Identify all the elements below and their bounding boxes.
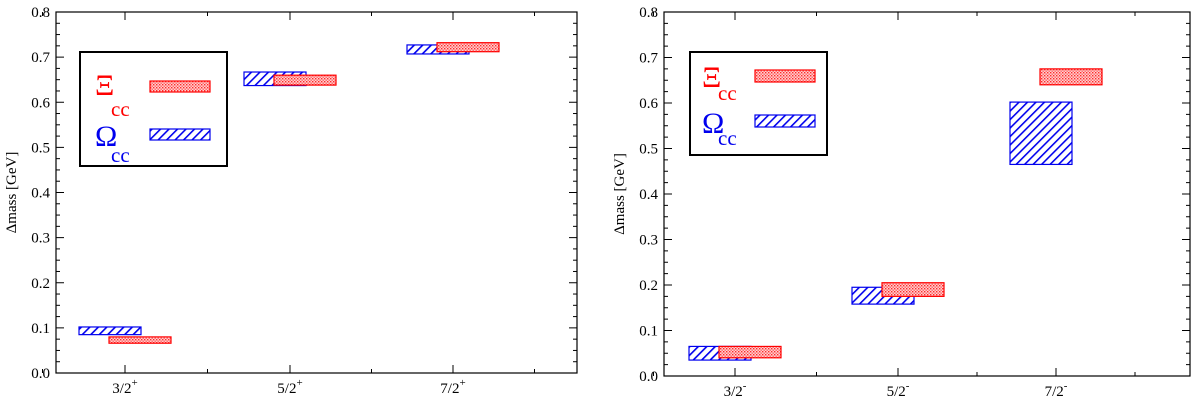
x-tick-label: 5/2-	[887, 380, 910, 400]
legend-swatch-xi	[149, 80, 211, 93]
y-tick-label: 0.0	[639, 369, 658, 385]
legend-subscript-xi: cc	[718, 81, 737, 105]
y-axis-title: Δmass [GeV]	[612, 153, 628, 235]
legend-subscript-omega: cc	[111, 143, 130, 167]
legend-symbol-omega: Ω	[95, 120, 117, 153]
y-tick-label: 0.1	[31, 321, 50, 337]
x-tick-label: 7/2+	[440, 377, 465, 397]
right-panel: 0.0 0.1 0.2 0.3 0.4 0.5 0.6 0.7 0.8 Δmass [GeV] 3/…	[612, 5, 1191, 400]
legend-symbol-omega: Ω	[702, 107, 724, 140]
legend-swatch-omega	[149, 128, 211, 141]
y-tick-label: 0.4	[639, 187, 658, 203]
y-tick-label: 0.5	[639, 142, 658, 158]
xi-cc-box	[718, 345, 782, 359]
legend-subscript-xi: cc	[111, 97, 130, 121]
legend-swatch-xi	[754, 69, 816, 83]
y-tick-label: 0.6	[31, 95, 50, 111]
y-tick-label: 0.2	[639, 278, 658, 294]
xi-cc-box	[436, 42, 500, 53]
y-tick-label: 0.6	[639, 96, 658, 112]
legend-box	[689, 51, 828, 156]
y-tick-label: 0.8	[31, 5, 50, 21]
legend-symbol-xi: Ξ	[95, 69, 114, 102]
y-tick-label: 0.8	[639, 5, 658, 21]
x-tick-label: 5/2+	[277, 377, 302, 397]
y-axis-title: Δmass [GeV]	[4, 152, 20, 234]
legend-subscript-omega: cc	[718, 126, 737, 150]
xi-cc-box	[1039, 68, 1103, 86]
y-tick-label: 0.1	[639, 324, 658, 340]
omega-cc-box	[1009, 101, 1073, 166]
y-tick-label: 0.3	[31, 231, 50, 247]
legend-box	[79, 51, 228, 167]
x-tick-label: 3/2+	[112, 377, 137, 397]
legend-symbol-xi: Ξ	[702, 61, 721, 94]
xi-cc-box	[881, 282, 945, 297]
y-tick-label: 0.2	[31, 276, 50, 292]
y-tick-label: 0.0	[31, 366, 50, 382]
left-panel: 0.0 0.1 0.2 0.3 0.4 0.5 0.6 0.7 0.8 Δmass [GeV] 3/…	[4, 5, 578, 397]
xi-cc-box	[108, 336, 172, 344]
x-tick-label: 3/2-	[724, 380, 747, 400]
y-tick-label: 0.4	[31, 186, 50, 202]
y-tick-label: 0.5	[31, 140, 50, 156]
xi-cc-box	[273, 74, 337, 86]
y-tick-label: 0.7	[31, 50, 50, 66]
legend-swatch-omega	[754, 114, 816, 128]
y-tick-label: 0.7	[639, 51, 658, 67]
x-tick-label: 7/2-	[1045, 380, 1068, 400]
y-tick-label: 0.3	[639, 233, 658, 249]
omega-cc-box	[78, 326, 142, 336]
